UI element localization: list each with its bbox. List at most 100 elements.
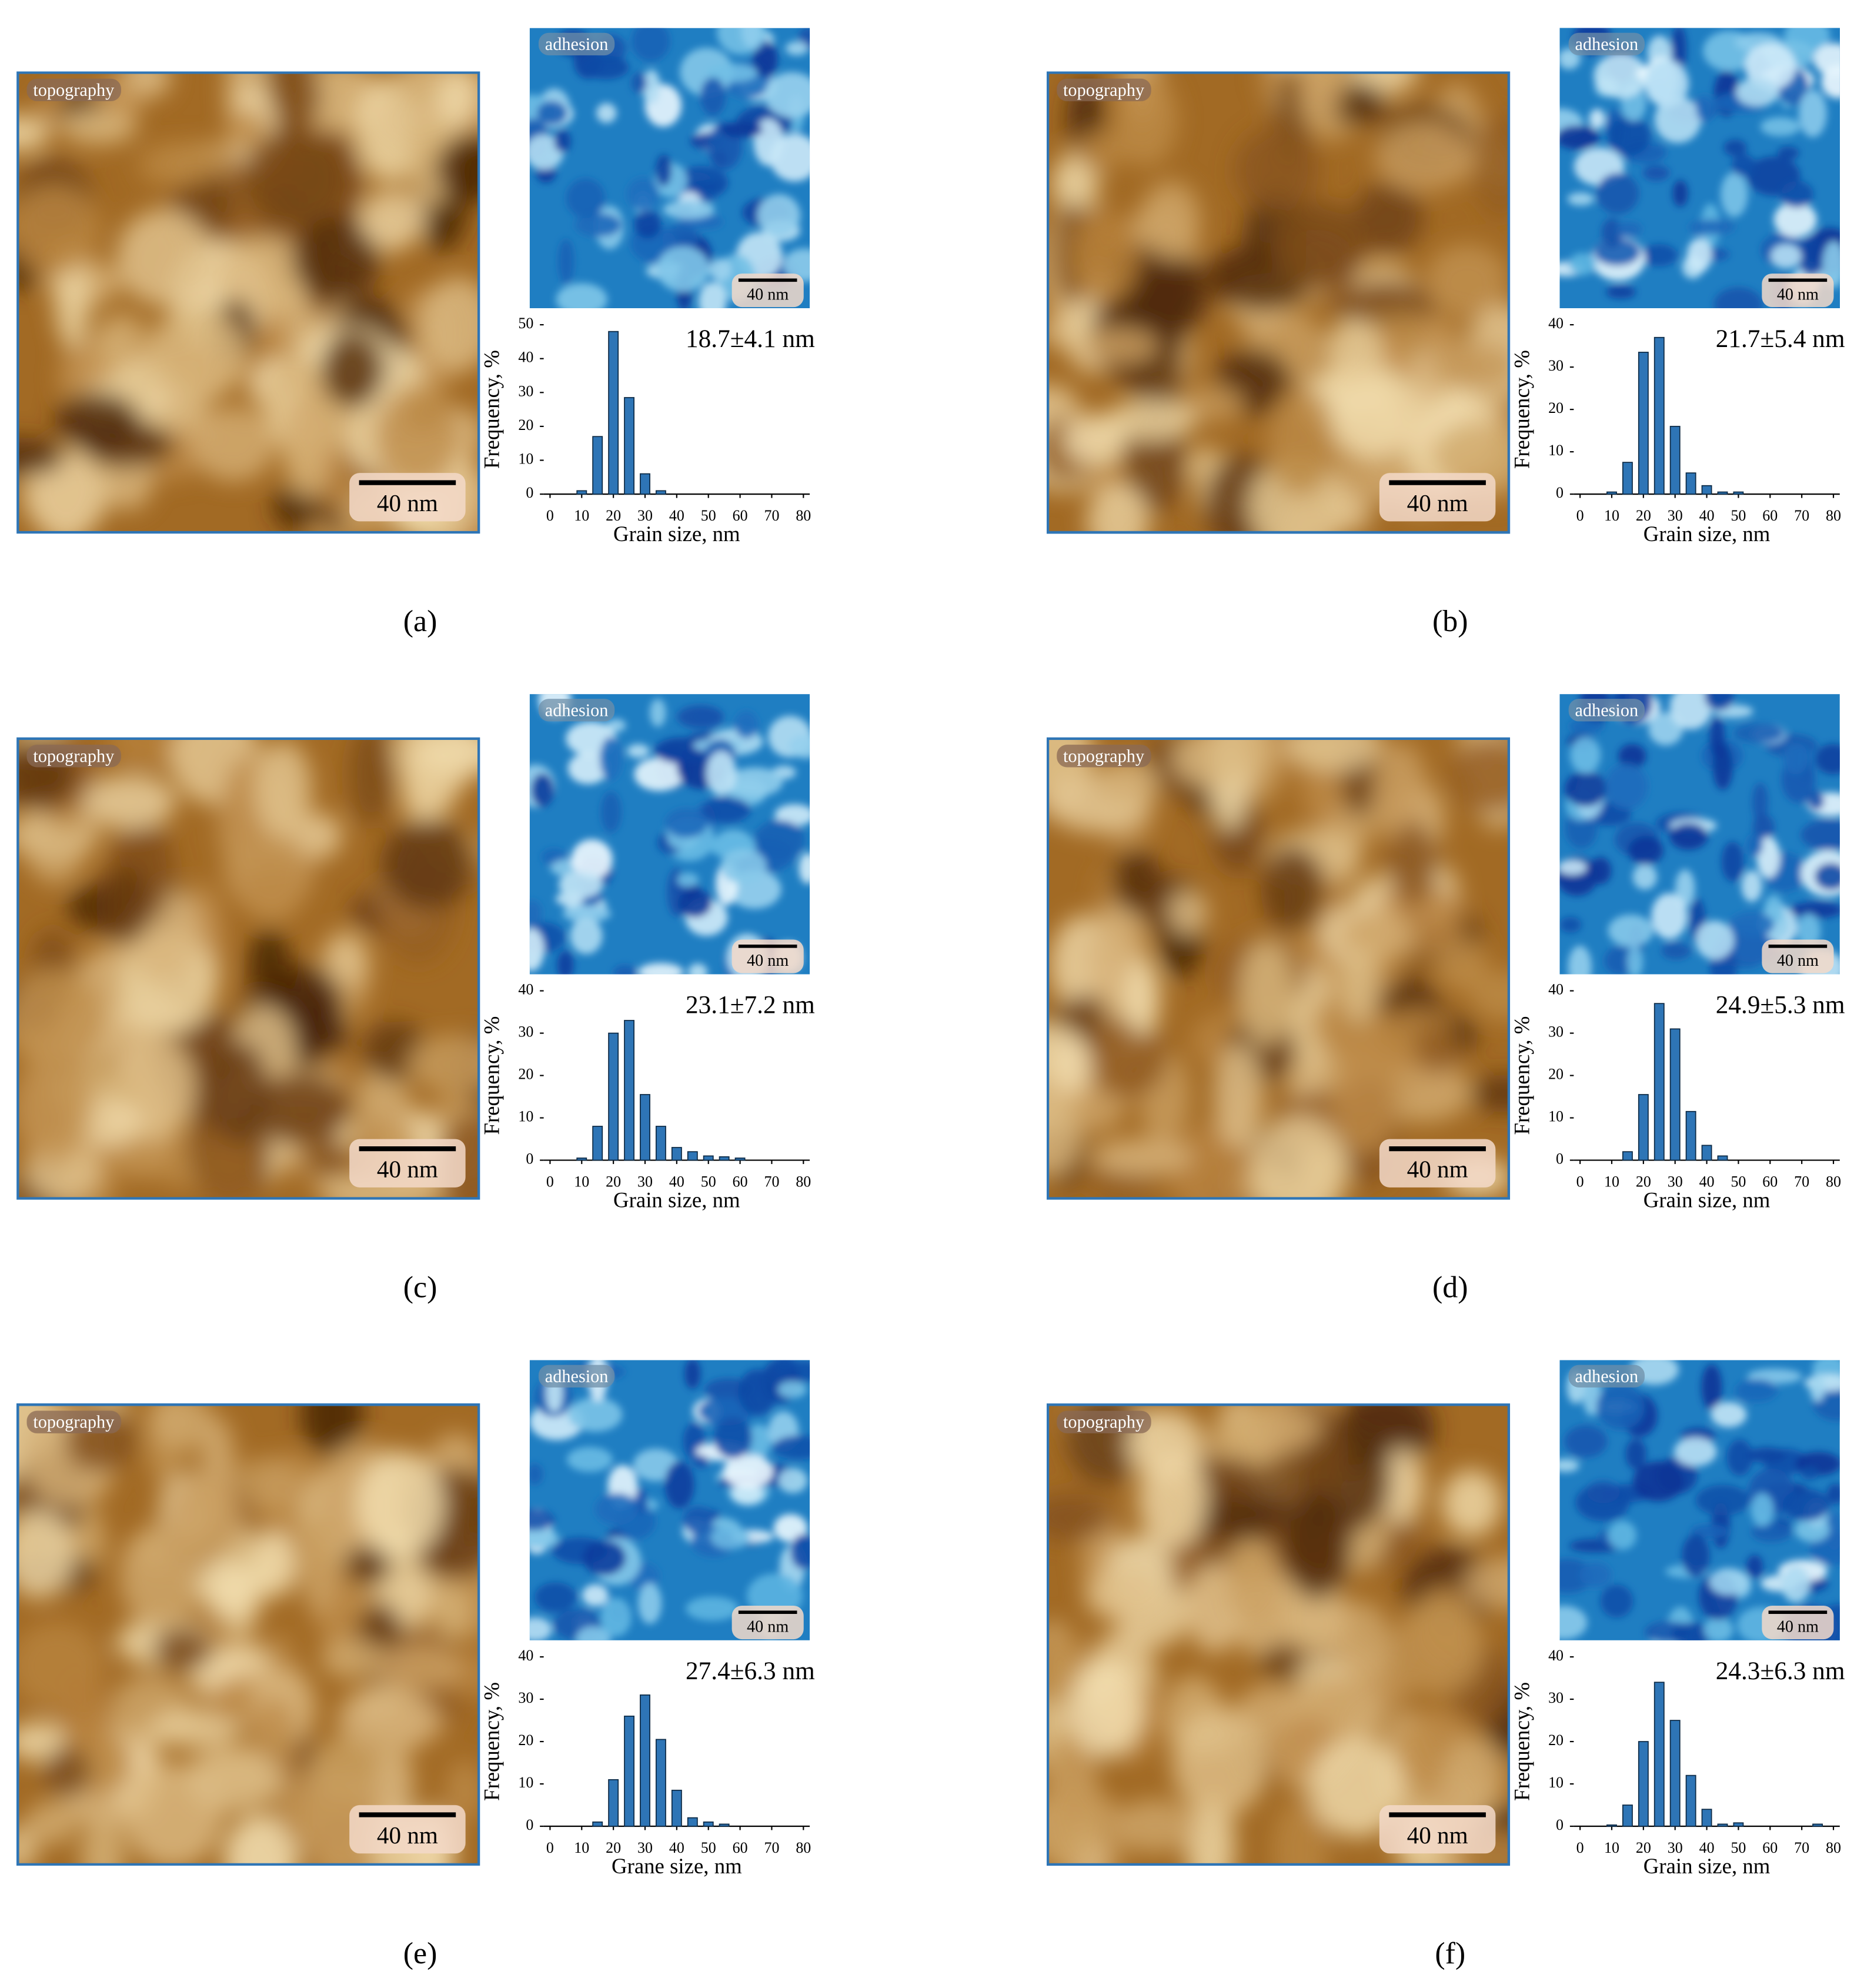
topography-image [1048,72,1509,533]
bar [1638,1741,1649,1827]
panel-label: (a) [403,605,437,638]
grain [535,1582,576,1613]
y-tick-label: 20 [518,1732,533,1749]
x-tick-label: 30 [1668,1173,1683,1190]
x-tick-label: 70 [764,1173,779,1190]
label-box [538,32,615,56]
grain [634,210,662,239]
texture [18,738,479,1199]
grain [1441,1736,1506,1821]
panel-label: (b) [1432,605,1468,638]
grain [1449,738,1509,813]
grain [700,77,726,116]
grain [420,276,479,372]
label-box [26,78,121,102]
x-tick-label: 20 [606,1839,621,1856]
x-tick-label: 60 [733,1173,748,1190]
grain [783,248,810,282]
scale-bar-label: 40 nm [1407,1822,1468,1849]
grain [727,767,783,797]
grain [571,839,613,879]
x-tick-label: 10 [1604,507,1619,524]
grain [416,738,479,774]
grain [709,258,732,281]
grain [582,1584,609,1607]
grain [553,129,572,153]
x-tick-label: 0 [1576,1173,1584,1190]
x-tick-label: 50 [701,1839,716,1856]
texture [1559,28,1840,308]
grain [1441,1469,1502,1537]
x-tick-label: 0 [546,1839,554,1856]
bar [703,1821,714,1827]
x-axis-title: Grain size, nm [1643,1854,1771,1878]
scale-bar-box [1762,1605,1834,1640]
label-box [1057,745,1151,768]
y-axis-title: Frequency, % [480,1682,504,1801]
grain [1641,244,1678,266]
grain [1615,222,1642,236]
grain [1654,96,1702,144]
grain [1270,201,1366,290]
grain [764,72,810,118]
y-tick-label: 10 [518,1774,533,1791]
x-tick-label: 60 [733,507,748,524]
x-axis-title: Grain size, nm [613,1188,740,1212]
grain [1600,1585,1633,1618]
grain [1589,109,1605,129]
grain [1746,1555,1763,1579]
y-tick-label: 40 [518,1647,533,1664]
adhesion-image [529,28,810,308]
bar [608,1779,619,1827]
bar [671,1147,682,1161]
grain [677,872,699,888]
grain [1686,238,1712,273]
x-tick-label: 30 [1668,1839,1683,1856]
grain [706,751,737,796]
grain [1815,743,1840,775]
grain [320,331,385,409]
image-label: topography [1063,746,1145,766]
scale-bar-label: 40 nm [1407,1156,1468,1183]
grain [1570,736,1601,774]
grain [18,437,65,476]
label-box [1057,1410,1151,1433]
grain [186,1747,282,1813]
grain [1427,342,1509,390]
y-tick-label: 40 [1548,981,1564,998]
grain [1188,1457,1266,1502]
scale-bar-label: 40 nm [377,489,438,516]
x-tick-label: 70 [1794,507,1809,524]
grain [1606,285,1636,299]
grain [649,698,666,727]
grain [1564,1425,1608,1457]
bar [671,1789,682,1827]
grain [557,238,574,284]
grain [747,1423,771,1459]
grain [529,1509,555,1531]
grain [710,1526,751,1549]
x-tick-label: 20 [606,507,621,524]
grain [777,1381,807,1398]
grain [1261,845,1325,933]
grain [1735,78,1779,106]
bar [1653,1682,1665,1827]
bar [1701,1145,1712,1161]
grain [595,1493,639,1526]
grain [243,865,302,924]
bar [1606,491,1617,495]
grain [1594,54,1648,99]
grain [567,1397,623,1432]
grain [1081,327,1160,365]
grain [1688,219,1736,235]
x-tick-label: 10 [1604,1839,1619,1856]
x-tick-label: 10 [574,507,589,524]
image-label: adhesion [545,700,609,720]
grain [1645,59,1689,108]
bar [655,1739,666,1827]
bar [592,436,603,495]
grain [80,1733,132,1794]
grain [1191,1487,1293,1540]
bar [1685,472,1696,495]
topography-image [1048,738,1509,1199]
